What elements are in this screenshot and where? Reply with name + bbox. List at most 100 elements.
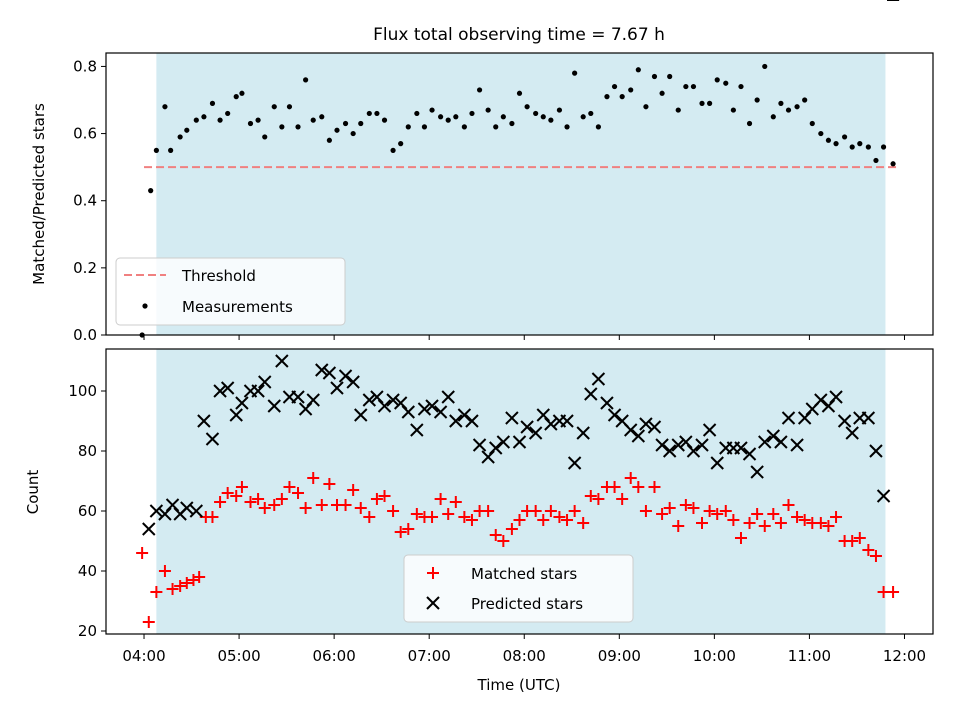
predicted-star-point — [702, 423, 717, 437]
measurement-point — [841, 134, 848, 140]
predicted-star-point — [229, 408, 243, 422]
predicted-star-point — [624, 423, 638, 437]
predicted-star-point — [766, 429, 781, 443]
predicted-star-point — [189, 504, 204, 518]
measurement-point — [476, 87, 483, 93]
predicted-star-point — [686, 444, 701, 458]
predicted-star-point — [790, 438, 804, 452]
counts-plot-frame — [105, 348, 934, 635]
measurement-point — [469, 110, 475, 117]
predicted-star-point — [758, 435, 772, 449]
measurement-point — [635, 67, 641, 73]
predicted-star-point — [655, 438, 669, 452]
matched-star-point — [458, 511, 471, 523]
measurement-point — [802, 97, 808, 103]
measurement-point — [217, 117, 223, 123]
matched-star-point — [370, 493, 383, 505]
predicted-star-point — [781, 411, 796, 425]
matched-star-point — [822, 520, 835, 532]
matched-star-point — [616, 493, 629, 505]
y-tick-label: 0.2 — [73, 259, 97, 277]
matched-star-point — [624, 472, 637, 484]
x-tick-label: 09:00 — [598, 647, 641, 665]
measurement-point — [628, 87, 634, 93]
legend-predicted-swatch — [426, 596, 440, 610]
predicted-star-point — [235, 396, 249, 410]
matched-star-point — [206, 511, 219, 523]
measurement-point — [303, 77, 309, 83]
matched-star-point — [561, 514, 574, 526]
matched-star-point — [791, 511, 804, 523]
predicted-star-point — [576, 426, 590, 440]
y-tick-label: 0.4 — [73, 192, 97, 210]
predicted-star-point — [346, 375, 360, 389]
x-tick-label: 05:00 — [217, 647, 260, 665]
measurement-point — [421, 124, 428, 130]
matched-star-point — [774, 517, 787, 529]
measurement-point — [690, 83, 697, 90]
measurement-point — [153, 147, 159, 153]
measurement-point — [794, 104, 800, 110]
measurement-point — [723, 80, 729, 86]
predicted-star-point — [205, 432, 220, 446]
matched-star-point — [315, 499, 328, 511]
predicted-star-point — [710, 456, 724, 470]
measurement-point — [714, 77, 720, 83]
y-tick-label: 40 — [78, 562, 97, 580]
matched-star-point — [402, 523, 415, 535]
measurement-point — [239, 90, 245, 96]
predicted-star-point — [662, 444, 677, 458]
measurement-point — [595, 124, 601, 130]
matched-star-point — [814, 517, 827, 529]
measurement-point — [588, 110, 594, 117]
predicted-star-point — [425, 399, 439, 413]
predicted-star-point — [142, 522, 156, 536]
predicted-star-point — [607, 408, 622, 422]
predicted-stars-points — [142, 0, 900, 536]
measurement-point — [516, 90, 523, 96]
y-tick-label: 100 — [68, 382, 97, 400]
matched-star-point — [465, 514, 478, 526]
measurement-point — [405, 124, 411, 130]
measurement-point — [326, 137, 332, 143]
matched-star-point — [482, 505, 495, 517]
predicted-star-point — [528, 426, 543, 440]
predicted-star-point — [869, 444, 883, 458]
matched-star-point — [846, 535, 859, 547]
measurement-point — [453, 114, 459, 120]
matched-star-point — [299, 502, 312, 514]
y-tick-label: 60 — [78, 502, 97, 520]
counts-y-ticks: 20 40 60 80 100 — [68, 382, 106, 640]
matched-star-point — [244, 496, 257, 508]
measurement-points — [139, 63, 896, 338]
predicted-star-point — [639, 417, 653, 431]
x-tick-label: 08:00 — [503, 647, 546, 665]
predicted-star-point — [362, 393, 377, 407]
measurement-point — [438, 114, 444, 120]
matched-star-point — [158, 565, 171, 577]
matched-star-point — [426, 511, 439, 523]
measurement-point — [262, 134, 268, 140]
measurement-point — [509, 120, 515, 127]
measurement-point — [611, 83, 618, 90]
predicted-star-point — [213, 384, 227, 398]
matched-star-point — [853, 532, 866, 544]
matched-star-point — [230, 490, 243, 502]
predicted-star-point — [861, 411, 876, 425]
matched-star-point — [862, 544, 875, 556]
matched-star-point — [378, 490, 391, 502]
measurement-point — [873, 157, 879, 164]
ratio-panel: 0.00.20.40.60.8 Matched/Predicted stars … — [30, 52, 934, 344]
measurement-point — [818, 130, 824, 137]
measurement-point — [350, 130, 356, 137]
predicted-star-point — [671, 438, 685, 452]
x-tick-label: 11:00 — [788, 647, 831, 665]
predicted-star-point — [505, 411, 519, 425]
legend-predicted-label: Predicted stars — [471, 595, 583, 613]
matched-star-point — [363, 511, 376, 523]
y-tick-label: 20 — [78, 622, 97, 640]
counts-x-ticks: 04:00 05:00 06:00 07:00 08:00 09:00 10:00 11:00… — [122, 634, 926, 665]
matched-star-point — [180, 577, 193, 589]
measurement-point — [604, 94, 610, 100]
matched-star-point — [434, 493, 447, 505]
